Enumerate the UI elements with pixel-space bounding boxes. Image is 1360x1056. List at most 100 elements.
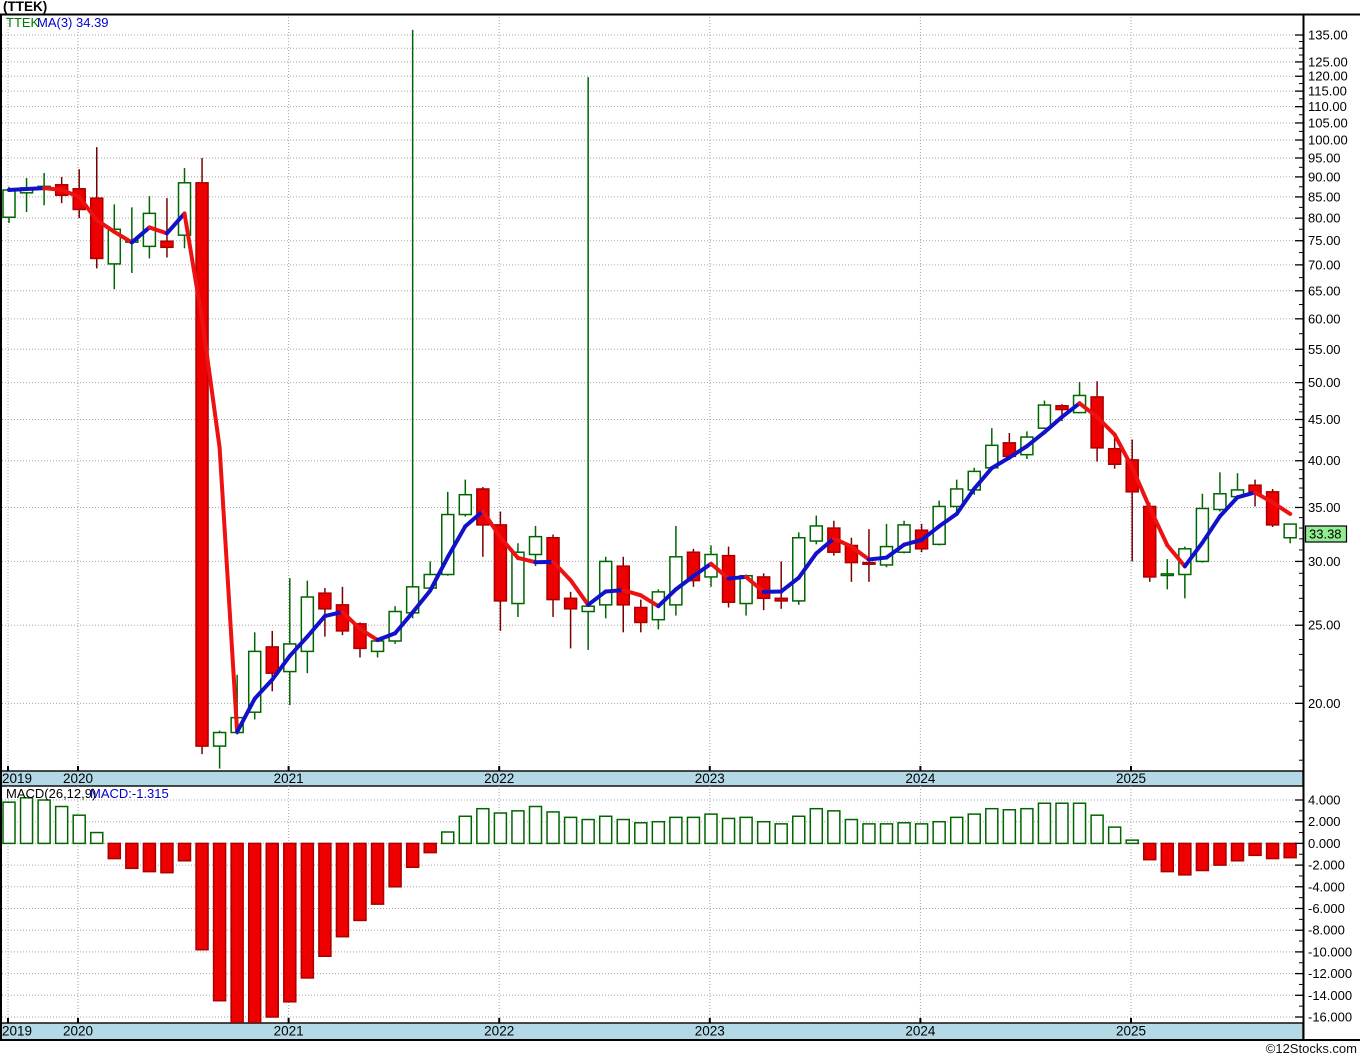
ma-line-segment: [393, 610, 415, 636]
candle-body-up: [212, 731, 227, 747]
price-axis-label: 25.00: [1308, 618, 1341, 633]
ma-line-segment: [744, 574, 766, 594]
ma-line-segment: [814, 536, 836, 556]
macd-bar-negative: [142, 842, 157, 873]
candle-body-up: [528, 535, 543, 556]
price-axis-label: 90.00: [1308, 169, 1341, 184]
candle-body-up: [669, 556, 683, 606]
macd-axis-label: -14.000: [1308, 988, 1352, 1003]
ma-line-segment: [200, 317, 222, 450]
macd-bar-positive: [704, 813, 718, 845]
ma-line-segment: [1235, 490, 1258, 500]
candle-body-up: [1283, 523, 1297, 539]
candle-body-down: [90, 197, 104, 260]
candlestick-layer: [2, 29, 1297, 769]
page-title: (TTEK): [3, 0, 47, 14]
macd-bar-positive: [493, 812, 508, 845]
ma-line-segment: [656, 587, 678, 609]
ma-line-segment: [375, 631, 398, 643]
ma-line-segment: [410, 588, 433, 615]
macd-bar-positive: [511, 810, 525, 845]
year-label: 2019: [2, 1024, 32, 1039]
ma-line-segment: [147, 225, 169, 236]
ma-line-segment: [1130, 465, 1152, 510]
macd-axis-ticks: [1295, 799, 1303, 1018]
ma-line-segment: [726, 574, 749, 581]
macd-axis-label: -2.000: [1308, 858, 1345, 873]
price-axis-label: 135.00: [1308, 28, 1348, 43]
ma-line-segment: [287, 634, 310, 658]
moving-average-layer: [7, 186, 1293, 734]
price-axis-label: 30.00: [1308, 554, 1341, 569]
macd-bar-positive: [844, 818, 859, 845]
macd-axis-label: -16.000: [1308, 1010, 1352, 1025]
macd-bar-positive: [1072, 802, 1087, 845]
macd-bar-positive: [985, 807, 999, 845]
macd-axis-label: 0.000: [1308, 836, 1341, 851]
macd-bar-negative: [177, 842, 192, 862]
year-label: 2024: [905, 1024, 936, 1039]
candle-body-down: [195, 182, 209, 747]
ma-line-segment: [1007, 444, 1029, 460]
macd-bar-negative: [230, 842, 244, 1023]
ma-line-segment: [164, 211, 187, 236]
macd-bar-positive: [581, 818, 595, 845]
macd-bar-negative: [353, 842, 367, 922]
macd-bar-positive: [634, 822, 648, 845]
ma-line-segment: [358, 626, 380, 643]
macd-bar-positive: [827, 810, 841, 845]
macd-axis-label: 2.000: [1308, 814, 1341, 829]
macd-bar-negative: [370, 842, 385, 905]
price-axis-label: 55.00: [1308, 342, 1341, 357]
macd-bar-positive: [441, 831, 455, 845]
macd-bar-positive: [616, 818, 630, 845]
macd-bar-positive: [90, 831, 104, 845]
macd-legend-value: MACD:-1.315: [90, 786, 169, 801]
macd-bar-positive: [458, 815, 473, 845]
ma-line-segment: [445, 524, 468, 560]
price-axis-label: 125.00: [1308, 54, 1348, 69]
ma-line-segment: [1060, 401, 1082, 419]
macd-bar-positive: [1125, 839, 1139, 845]
price-axis-label: 105.00: [1308, 115, 1348, 130]
macd-bar-positive: [809, 807, 824, 845]
price-axis-label: 45.00: [1308, 412, 1341, 427]
candle-body-down: [616, 565, 630, 606]
macd-bar-positive: [862, 823, 876, 845]
ma-line-segment: [24, 186, 47, 191]
macd-bar-positive: [739, 816, 753, 845]
macd-axis-label: 4.000: [1308, 793, 1341, 808]
candle-body-up: [2, 189, 16, 219]
ma-line-segment: [182, 211, 205, 322]
macd-axis-labels: 4.000 2.000 0.000 -2.000 -4.000 -6.000 -8.000 -…: [1308, 793, 1352, 1025]
year-label: 2025: [1116, 1024, 1146, 1039]
candle-body-up: [107, 228, 122, 265]
macd-bar-negative: [300, 842, 315, 979]
candle-body-down: [318, 592, 332, 610]
price-legend: TTEK MA(3) 34.39: [6, 15, 109, 30]
macd-bar-negative: [1248, 842, 1262, 857]
price-axis-label: 20.00: [1308, 696, 1341, 711]
macd-bar-negative: [1265, 842, 1280, 860]
macd-bar-positive: [949, 816, 964, 845]
legend-ma-value: 34.39: [76, 15, 109, 30]
ma-line-segment: [1147, 505, 1170, 548]
price-axis-ticks: [1295, 34, 1303, 761]
macd-bar-positive: [967, 813, 981, 845]
price-axis-label: 40.00: [1308, 453, 1341, 468]
ma-line-segment: [340, 609, 362, 631]
ma-line-segment: [42, 186, 64, 192]
year-label: 2022: [484, 771, 514, 786]
ma-line-segment: [1270, 500, 1293, 516]
candle-body-up: [1037, 404, 1052, 429]
macd-bar-positive: [1055, 802, 1069, 845]
candle-body-down: [1265, 491, 1280, 526]
macd-bar-positive: [546, 811, 560, 845]
ma-line-segment: [709, 561, 731, 581]
macd-histogram-layer: [2, 797, 1297, 1023]
ma-line-segment: [603, 588, 626, 594]
macd-bar-negative: [265, 842, 279, 1018]
